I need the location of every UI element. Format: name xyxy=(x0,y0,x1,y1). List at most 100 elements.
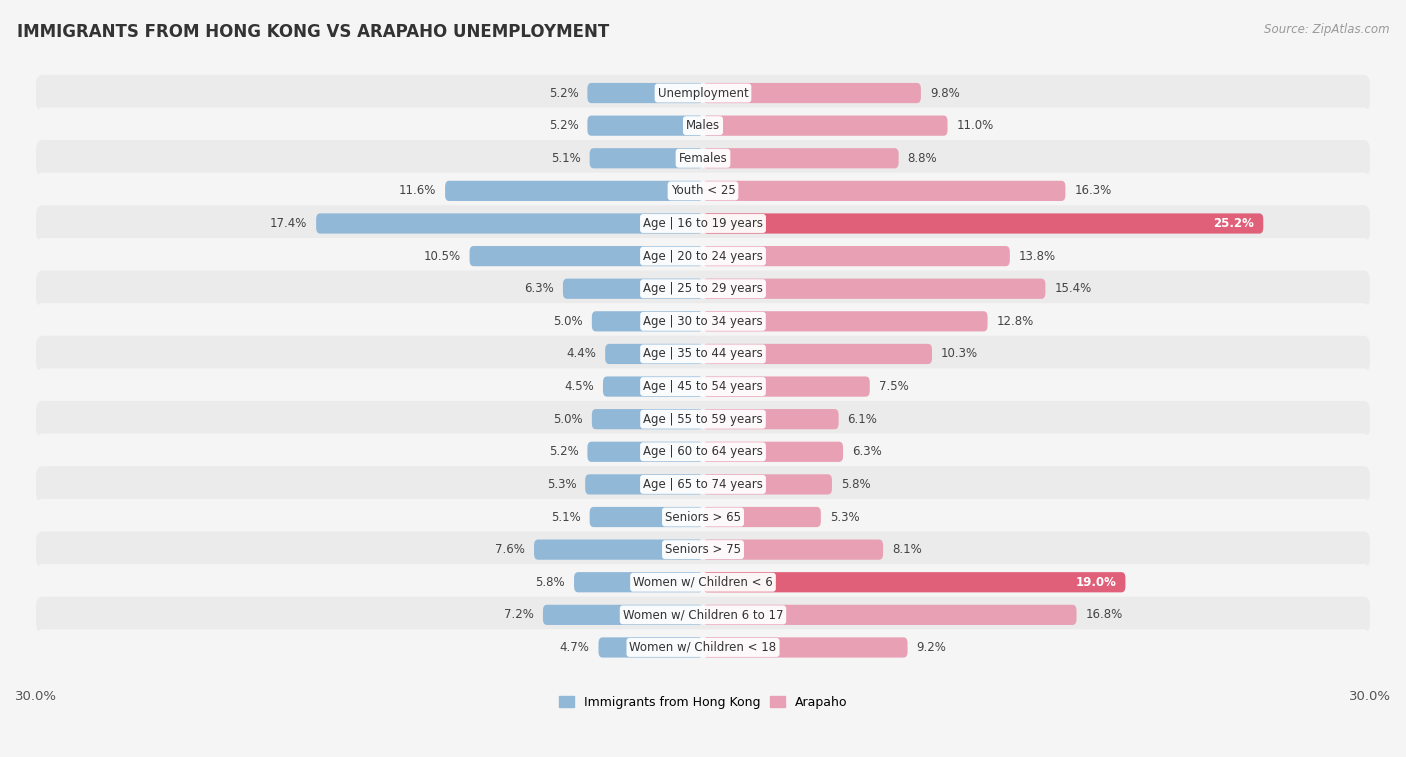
FancyBboxPatch shape xyxy=(703,540,883,559)
Text: Males: Males xyxy=(686,119,720,132)
FancyBboxPatch shape xyxy=(446,181,703,201)
Text: 16.8%: 16.8% xyxy=(1085,609,1122,621)
Text: Age | 60 to 64 years: Age | 60 to 64 years xyxy=(643,445,763,458)
Text: 9.2%: 9.2% xyxy=(917,641,946,654)
FancyBboxPatch shape xyxy=(574,572,703,592)
Text: 4.5%: 4.5% xyxy=(564,380,595,393)
FancyBboxPatch shape xyxy=(703,83,921,103)
Text: 13.8%: 13.8% xyxy=(1019,250,1056,263)
Text: 5.1%: 5.1% xyxy=(551,151,581,165)
Text: 7.2%: 7.2% xyxy=(505,609,534,621)
FancyBboxPatch shape xyxy=(37,434,1369,470)
Text: Age | 45 to 54 years: Age | 45 to 54 years xyxy=(643,380,763,393)
Text: Age | 30 to 34 years: Age | 30 to 34 years xyxy=(643,315,763,328)
FancyBboxPatch shape xyxy=(585,475,703,494)
Text: IMMIGRANTS FROM HONG KONG VS ARAPAHO UNEMPLOYMENT: IMMIGRANTS FROM HONG KONG VS ARAPAHO UNE… xyxy=(17,23,609,41)
Text: 17.4%: 17.4% xyxy=(270,217,308,230)
FancyBboxPatch shape xyxy=(37,107,1369,144)
FancyBboxPatch shape xyxy=(592,409,703,429)
Text: 5.2%: 5.2% xyxy=(548,86,578,99)
FancyBboxPatch shape xyxy=(37,140,1369,176)
FancyBboxPatch shape xyxy=(37,173,1369,209)
FancyBboxPatch shape xyxy=(470,246,703,266)
Text: Age | 16 to 19 years: Age | 16 to 19 years xyxy=(643,217,763,230)
Text: 7.5%: 7.5% xyxy=(879,380,908,393)
FancyBboxPatch shape xyxy=(37,336,1369,372)
FancyBboxPatch shape xyxy=(588,116,703,136)
FancyBboxPatch shape xyxy=(588,83,703,103)
FancyBboxPatch shape xyxy=(703,376,870,397)
FancyBboxPatch shape xyxy=(37,597,1369,633)
FancyBboxPatch shape xyxy=(543,605,703,625)
Text: 5.2%: 5.2% xyxy=(548,445,578,458)
Text: 12.8%: 12.8% xyxy=(997,315,1033,328)
FancyBboxPatch shape xyxy=(703,475,832,494)
Text: 16.3%: 16.3% xyxy=(1074,185,1112,198)
Text: 5.8%: 5.8% xyxy=(841,478,870,491)
Text: Unemployment: Unemployment xyxy=(658,86,748,99)
Text: Seniors > 65: Seniors > 65 xyxy=(665,510,741,524)
Text: 5.3%: 5.3% xyxy=(547,478,576,491)
Text: 15.4%: 15.4% xyxy=(1054,282,1091,295)
Text: Age | 25 to 29 years: Age | 25 to 29 years xyxy=(643,282,763,295)
Text: 5.0%: 5.0% xyxy=(554,315,583,328)
FancyBboxPatch shape xyxy=(592,311,703,332)
Text: 7.6%: 7.6% xyxy=(495,543,524,556)
FancyBboxPatch shape xyxy=(37,499,1369,535)
Text: Age | 20 to 24 years: Age | 20 to 24 years xyxy=(643,250,763,263)
FancyBboxPatch shape xyxy=(588,441,703,462)
FancyBboxPatch shape xyxy=(703,507,821,527)
Text: 5.3%: 5.3% xyxy=(830,510,859,524)
FancyBboxPatch shape xyxy=(603,376,703,397)
Legend: Immigrants from Hong Kong, Arapaho: Immigrants from Hong Kong, Arapaho xyxy=(554,691,852,714)
FancyBboxPatch shape xyxy=(703,605,1077,625)
FancyBboxPatch shape xyxy=(703,572,1125,592)
Text: 4.7%: 4.7% xyxy=(560,641,589,654)
FancyBboxPatch shape xyxy=(703,409,838,429)
Text: 6.1%: 6.1% xyxy=(848,413,877,425)
FancyBboxPatch shape xyxy=(703,637,907,658)
FancyBboxPatch shape xyxy=(599,637,703,658)
FancyBboxPatch shape xyxy=(37,401,1369,438)
Text: 8.1%: 8.1% xyxy=(891,543,922,556)
Text: 25.2%: 25.2% xyxy=(1213,217,1254,230)
FancyBboxPatch shape xyxy=(37,369,1369,405)
Text: 19.0%: 19.0% xyxy=(1076,576,1116,589)
FancyBboxPatch shape xyxy=(589,148,703,168)
Text: 10.3%: 10.3% xyxy=(941,347,979,360)
Text: Females: Females xyxy=(679,151,727,165)
FancyBboxPatch shape xyxy=(703,148,898,168)
Text: Women w/ Children 6 to 17: Women w/ Children 6 to 17 xyxy=(623,609,783,621)
FancyBboxPatch shape xyxy=(316,213,703,234)
Text: Women w/ Children < 6: Women w/ Children < 6 xyxy=(633,576,773,589)
FancyBboxPatch shape xyxy=(562,279,703,299)
FancyBboxPatch shape xyxy=(703,181,1066,201)
FancyBboxPatch shape xyxy=(37,205,1369,241)
FancyBboxPatch shape xyxy=(703,279,1046,299)
Text: Age | 65 to 74 years: Age | 65 to 74 years xyxy=(643,478,763,491)
Text: 11.6%: 11.6% xyxy=(399,185,436,198)
FancyBboxPatch shape xyxy=(37,564,1369,600)
FancyBboxPatch shape xyxy=(37,303,1369,340)
Text: Seniors > 75: Seniors > 75 xyxy=(665,543,741,556)
Text: 9.8%: 9.8% xyxy=(929,86,959,99)
Text: Source: ZipAtlas.com: Source: ZipAtlas.com xyxy=(1264,23,1389,36)
FancyBboxPatch shape xyxy=(37,270,1369,307)
Text: 8.8%: 8.8% xyxy=(907,151,938,165)
Text: 10.5%: 10.5% xyxy=(423,250,461,263)
FancyBboxPatch shape xyxy=(37,466,1369,503)
Text: Women w/ Children < 18: Women w/ Children < 18 xyxy=(630,641,776,654)
Text: Age | 55 to 59 years: Age | 55 to 59 years xyxy=(643,413,763,425)
Text: 6.3%: 6.3% xyxy=(524,282,554,295)
Text: 11.0%: 11.0% xyxy=(956,119,994,132)
FancyBboxPatch shape xyxy=(589,507,703,527)
FancyBboxPatch shape xyxy=(703,441,844,462)
FancyBboxPatch shape xyxy=(703,344,932,364)
FancyBboxPatch shape xyxy=(703,116,948,136)
FancyBboxPatch shape xyxy=(703,311,987,332)
Text: 5.2%: 5.2% xyxy=(548,119,578,132)
FancyBboxPatch shape xyxy=(37,531,1369,568)
Text: 6.3%: 6.3% xyxy=(852,445,882,458)
FancyBboxPatch shape xyxy=(37,75,1369,111)
Text: Youth < 25: Youth < 25 xyxy=(671,185,735,198)
